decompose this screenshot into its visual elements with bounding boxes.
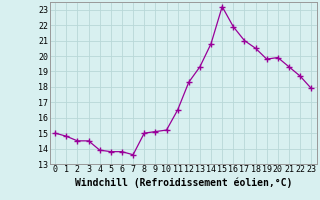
X-axis label: Windchill (Refroidissement éolien,°C): Windchill (Refroidissement éolien,°C) bbox=[75, 177, 292, 188]
